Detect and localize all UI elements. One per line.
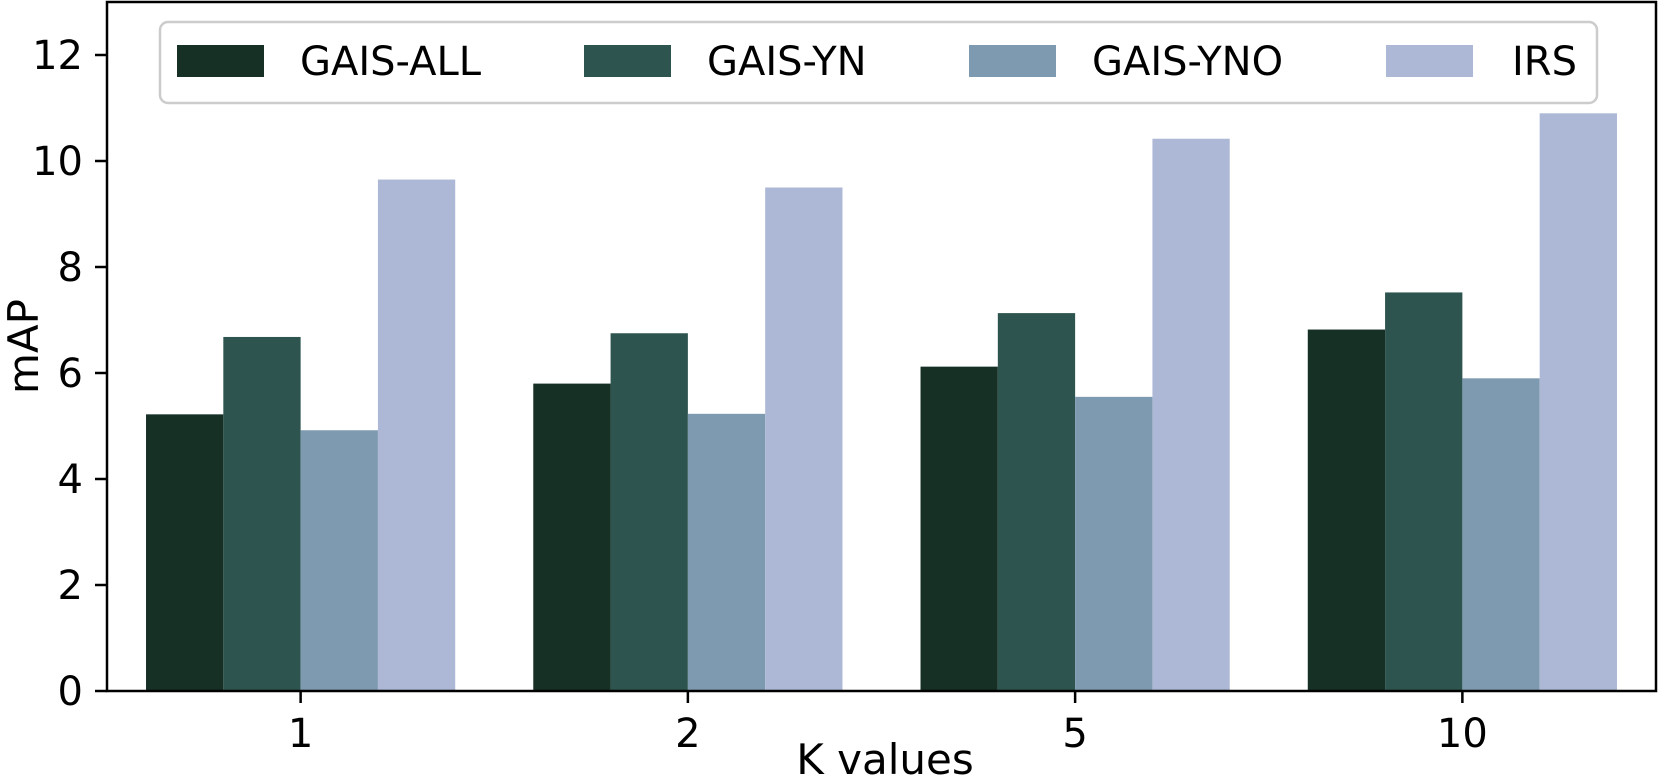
bar-gais-yno-k2	[687, 413, 766, 691]
bar-gais-yn-k1	[223, 336, 301, 691]
bar-gais-yn-k10	[1385, 292, 1463, 691]
bar-gais-yn-k5	[997, 313, 1076, 691]
bar-gais-yno-k5	[1075, 396, 1153, 691]
bars-layer	[146, 113, 1617, 692]
legend: GAIS-ALL GAIS-YN GAIS-YNO IRS	[158, 20, 1599, 105]
bar-irs-k5	[1152, 138, 1230, 692]
legend-label-irs: IRS	[1512, 39, 1577, 85]
x-axis: 1 2 5 10	[288, 691, 1488, 757]
y-tick-label: 10	[32, 139, 83, 185]
legend-label-gais-yn: GAIS-YN	[707, 39, 867, 85]
x-tick-label: 2	[675, 711, 700, 757]
y-tick-label: 0	[58, 669, 83, 715]
bar-gais-all-k1	[146, 414, 224, 691]
legend-swatch-gais-yno	[969, 45, 1056, 77]
bar-gais-yno-k1	[300, 430, 378, 691]
y-axis: 0 2 4 6 8 10 12	[32, 33, 107, 715]
legend-swatch-gais-all	[177, 45, 264, 77]
legend-swatch-gais-yn	[584, 45, 671, 77]
x-tick-label: 5	[1062, 711, 1087, 757]
y-tick-label: 12	[32, 33, 83, 79]
bar-irs-k2	[765, 187, 843, 691]
plot-frame	[105, 0, 1658, 693]
y-tick-label: 2	[58, 563, 83, 609]
bar-gais-yno-k10	[1462, 378, 1540, 691]
y-tick-label: 6	[58, 351, 83, 397]
y-axis-label: mAP	[0, 299, 48, 394]
legend-box	[158, 20, 1599, 105]
x-axis-label: K values	[796, 735, 974, 780]
bar-gais-all-k10	[1307, 329, 1386, 691]
y-tick-label: 8	[58, 245, 83, 291]
legend-label-gais-all: GAIS-ALL	[300, 39, 482, 85]
x-tick-label: 10	[1437, 711, 1488, 757]
legend-swatch-irs	[1386, 45, 1473, 77]
bar-irs-k1	[377, 179, 456, 692]
bar-gais-all-k2	[533, 383, 611, 691]
legend-label-gais-yno: GAIS-YNO	[1092, 39, 1283, 85]
bar-irs-k10	[1539, 113, 1617, 692]
y-tick-label: 4	[58, 457, 83, 503]
x-tick-label: 1	[288, 711, 313, 757]
bar-gais-yn-k2	[610, 333, 688, 691]
bar-gais-all-k5	[920, 366, 998, 691]
